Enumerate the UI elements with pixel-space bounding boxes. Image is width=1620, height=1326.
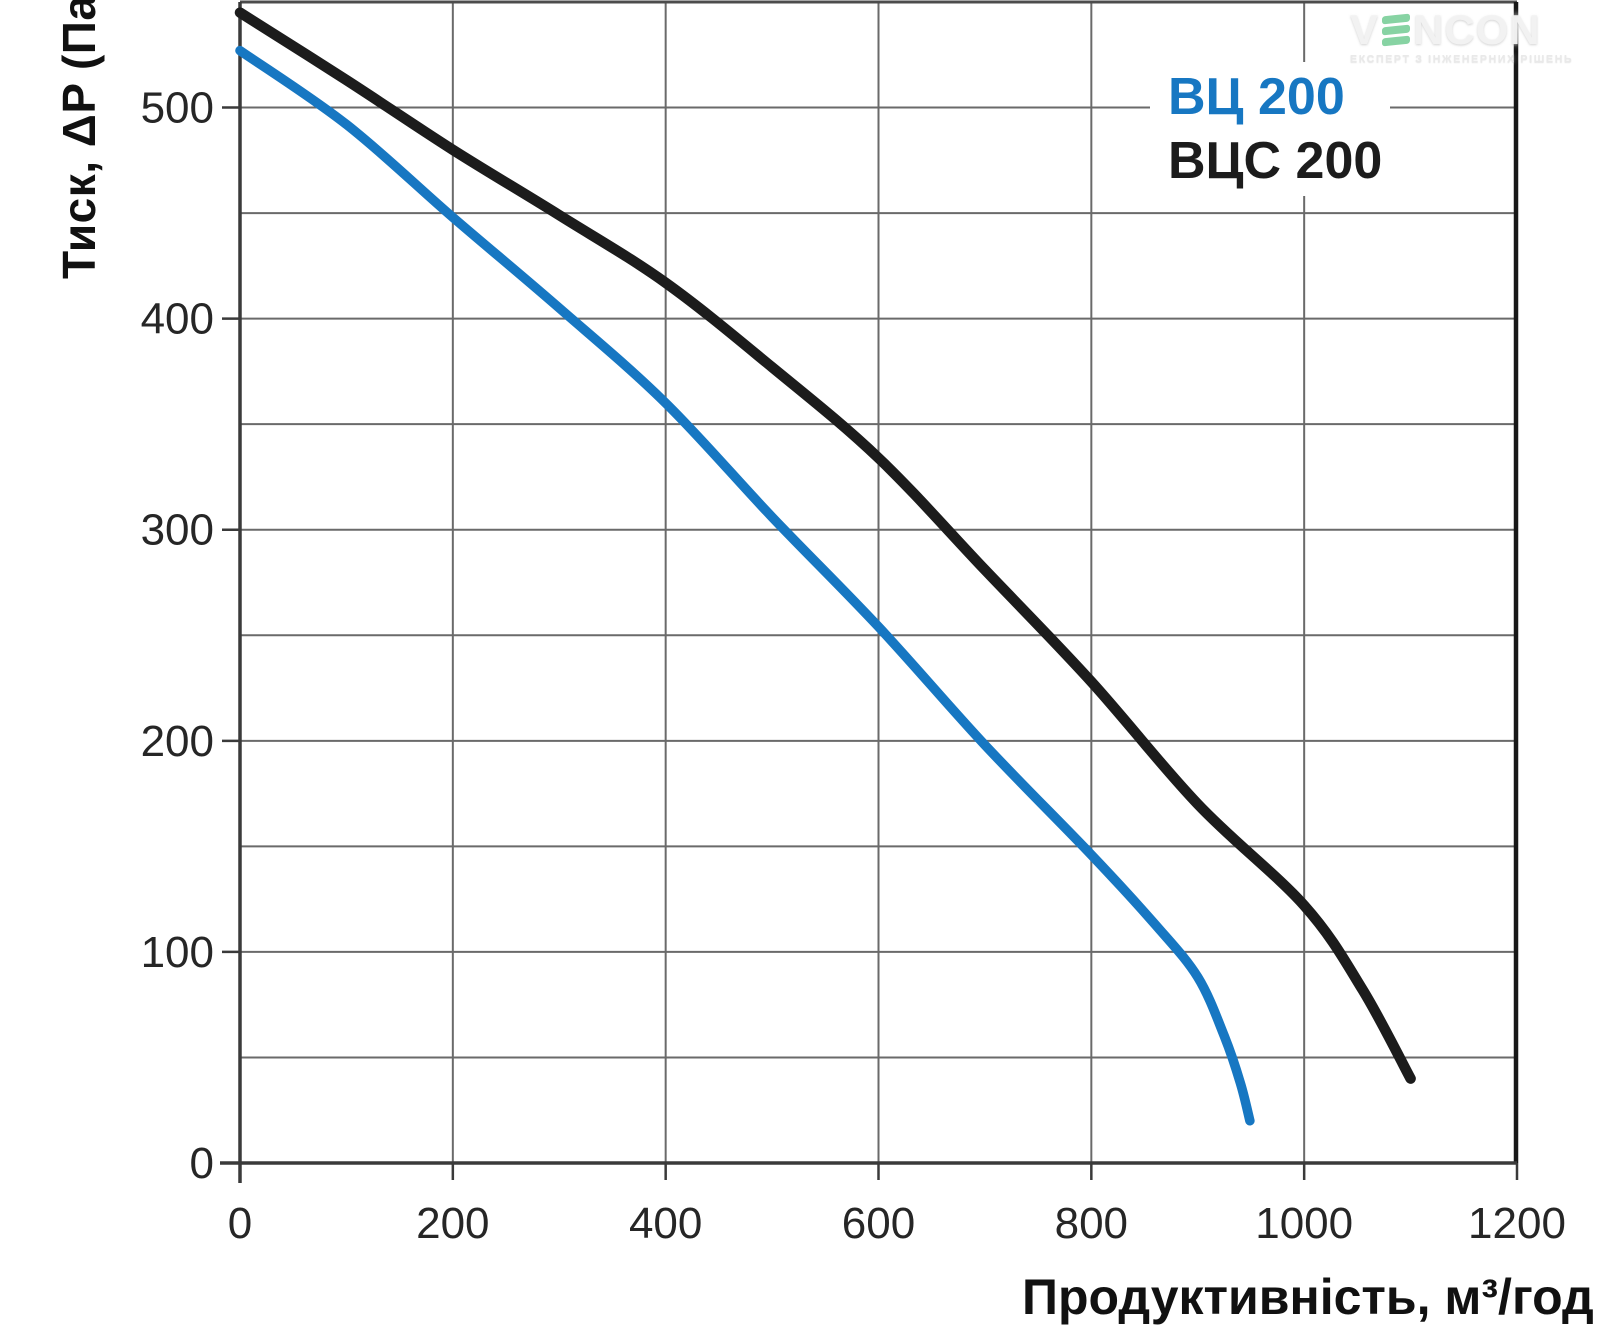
x-tick-label-600: 600 <box>842 1199 915 1248</box>
legend-item-vc-200: ВЦ 200 <box>1168 68 1345 126</box>
y-tick-label-500: 500 <box>141 84 214 133</box>
logo-letters-ncon: NCON <box>1413 6 1541 53</box>
x-axis-title: Продуктивність, м³/год <box>1022 1269 1594 1325</box>
logo-green-e-icon <box>1382 13 1411 47</box>
vencon-logo: V NCON ЕКСПЕРТ З ІНЖЕНЕРНИХ РІШЕНЬ <box>1350 6 1572 66</box>
x-tick-label-1000: 1000 <box>1255 1199 1353 1248</box>
logo-letter-v: V <box>1350 6 1380 53</box>
series-curve-1 <box>234 7 1416 1084</box>
x-tick-label-1200: 1200 <box>1468 1199 1566 1248</box>
x-tick-label-0: 0 <box>228 1199 252 1248</box>
legend-item-vcs-200: ВЦС 200 <box>1168 132 1383 190</box>
y-tick-label-200: 200 <box>141 717 214 766</box>
y-tick-label-100: 100 <box>141 928 214 977</box>
y-tick-label-300: 300 <box>141 506 214 555</box>
legend: ВЦ 200 ВЦС 200 <box>1150 62 1390 196</box>
y-tick-label-0: 0 <box>190 1139 214 1188</box>
vencon-wordmark: V NCON <box>1350 6 1541 53</box>
x-tick-label-800: 800 <box>1055 1199 1128 1248</box>
y-tick-label-400: 400 <box>141 295 214 344</box>
x-tick-label-400: 400 <box>629 1199 702 1248</box>
y-axis-title: Тиск, ΔP (Па) <box>53 0 105 279</box>
logo-tagline: ЕКСПЕРТ З ІНЖЕНЕРНИХ РІШЕНЬ <box>1350 53 1574 65</box>
series-curve-0 <box>235 45 1255 1126</box>
x-tick-label-200: 200 <box>416 1199 489 1248</box>
